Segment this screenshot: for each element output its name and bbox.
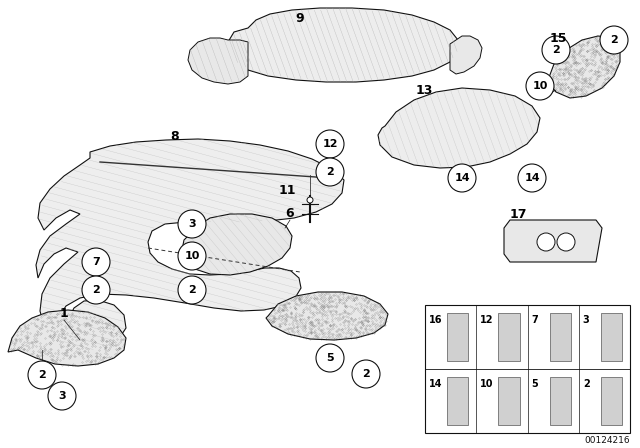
Text: 14: 14 xyxy=(454,173,470,183)
Polygon shape xyxy=(36,139,344,351)
Text: 12: 12 xyxy=(323,139,338,149)
Text: 2: 2 xyxy=(362,369,370,379)
Polygon shape xyxy=(266,292,388,340)
Circle shape xyxy=(316,130,344,158)
Polygon shape xyxy=(228,8,458,82)
Text: 5: 5 xyxy=(326,353,334,363)
Polygon shape xyxy=(504,220,602,262)
Bar xyxy=(447,313,468,361)
Circle shape xyxy=(526,72,554,100)
Text: 3: 3 xyxy=(188,219,196,229)
Text: 10: 10 xyxy=(532,81,548,91)
Text: 3: 3 xyxy=(58,391,66,401)
Polygon shape xyxy=(8,310,126,366)
Polygon shape xyxy=(450,36,482,74)
Text: 9: 9 xyxy=(296,12,304,25)
Text: 16: 16 xyxy=(429,315,442,325)
Polygon shape xyxy=(378,88,540,168)
Polygon shape xyxy=(188,38,248,84)
Circle shape xyxy=(82,276,110,304)
Text: 14: 14 xyxy=(429,379,442,389)
Text: 10: 10 xyxy=(480,379,493,389)
Text: 11: 11 xyxy=(278,184,296,197)
Text: 2: 2 xyxy=(38,370,46,380)
Circle shape xyxy=(178,210,206,238)
Text: 7: 7 xyxy=(92,257,100,267)
Circle shape xyxy=(316,344,344,372)
Polygon shape xyxy=(548,36,620,98)
Text: 8: 8 xyxy=(171,129,179,142)
Text: 3: 3 xyxy=(583,315,589,325)
Circle shape xyxy=(178,276,206,304)
Bar xyxy=(550,313,571,361)
Text: 10: 10 xyxy=(184,251,200,261)
Text: 2: 2 xyxy=(188,285,196,295)
Circle shape xyxy=(352,360,380,388)
Bar xyxy=(499,377,520,425)
Text: 12: 12 xyxy=(480,315,493,325)
Circle shape xyxy=(307,197,313,203)
Text: 14: 14 xyxy=(524,173,540,183)
Circle shape xyxy=(82,248,110,276)
Text: 15: 15 xyxy=(549,31,567,44)
Bar xyxy=(601,313,622,361)
Text: 6: 6 xyxy=(285,207,294,220)
Circle shape xyxy=(600,26,628,54)
Circle shape xyxy=(316,158,344,186)
Bar xyxy=(550,377,571,425)
Circle shape xyxy=(542,36,570,64)
Text: 00124216: 00124216 xyxy=(584,436,630,445)
Polygon shape xyxy=(182,214,292,275)
Circle shape xyxy=(518,164,546,192)
Text: 7: 7 xyxy=(531,315,538,325)
Text: 17: 17 xyxy=(509,207,527,220)
Text: 2: 2 xyxy=(610,35,618,45)
Bar xyxy=(601,377,622,425)
Text: 1: 1 xyxy=(60,306,68,319)
Circle shape xyxy=(448,164,476,192)
Bar xyxy=(425,305,630,433)
Text: 2: 2 xyxy=(92,285,100,295)
Text: 2: 2 xyxy=(552,45,560,55)
Circle shape xyxy=(178,242,206,270)
Circle shape xyxy=(557,233,575,251)
Text: 2: 2 xyxy=(326,167,334,177)
Bar xyxy=(447,377,468,425)
Circle shape xyxy=(537,233,555,251)
Bar xyxy=(499,313,520,361)
Text: 2: 2 xyxy=(583,379,589,389)
Circle shape xyxy=(28,361,56,389)
Text: 5: 5 xyxy=(531,379,538,389)
Circle shape xyxy=(48,382,76,410)
Text: 13: 13 xyxy=(415,83,433,96)
